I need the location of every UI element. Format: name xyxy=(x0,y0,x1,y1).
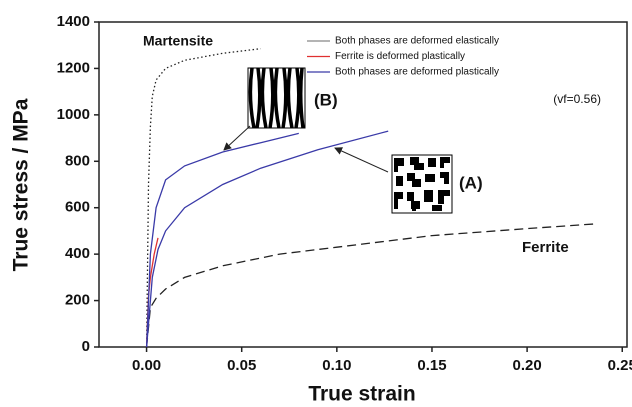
curve-label: Martensite xyxy=(143,33,213,49)
data-line xyxy=(147,49,261,347)
data-line xyxy=(147,133,299,347)
curve-label: Ferrite xyxy=(522,239,569,256)
annotation: (B) xyxy=(314,90,338,109)
legend-label: Both phases are deformed elastically xyxy=(335,36,499,47)
microstructure-a xyxy=(392,155,452,213)
y-tick-label: 1000 xyxy=(57,106,90,123)
data-line xyxy=(147,131,389,347)
x-tick-label: 0.20 xyxy=(513,357,542,374)
annotation: (vf=0.56) xyxy=(553,92,601,106)
y-tick-label: 1200 xyxy=(57,59,90,76)
y-tick-label: 200 xyxy=(65,292,90,309)
y-tick-label: 600 xyxy=(65,199,90,216)
legend-label: Ferrite is deformed plastically xyxy=(335,51,465,62)
x-tick-label: 0.10 xyxy=(322,357,351,374)
microstructure-b xyxy=(248,68,305,128)
y-tick-label: 0 xyxy=(82,338,90,355)
chart: True strain True stress / MPa 0 200 400 600… xyxy=(0,0,632,407)
y-tick-label: 1400 xyxy=(57,13,90,30)
x-axis-title: True strain xyxy=(308,383,415,406)
arrow-a xyxy=(335,148,388,172)
x-tick-label: 0.00 xyxy=(132,357,161,374)
y-axis-title: True stress / MPa xyxy=(10,98,33,271)
legend-label: Both phases are deformed plastically xyxy=(335,67,499,78)
x-tick-label: 0.05 xyxy=(227,357,256,374)
annotation: (A) xyxy=(459,173,483,192)
y-tick-label: 400 xyxy=(65,245,90,262)
x-tick-label: 0.15 xyxy=(417,357,446,374)
x-tick-label: 0.25 xyxy=(608,357,632,374)
y-tick-label: 800 xyxy=(65,152,90,169)
